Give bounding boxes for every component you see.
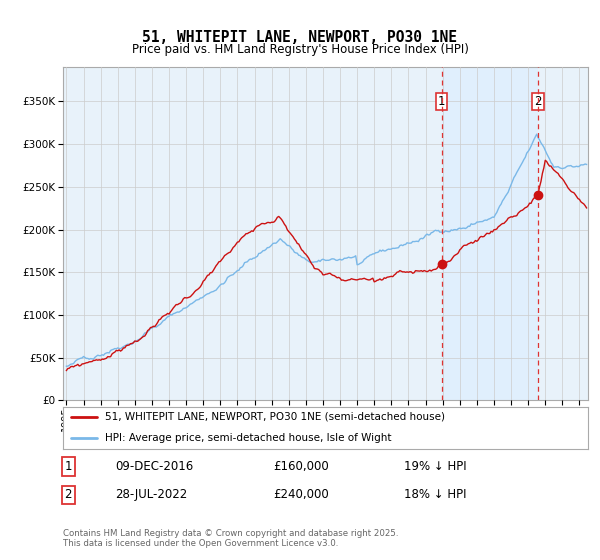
Text: £240,000: £240,000: [273, 488, 329, 501]
Text: 2: 2: [65, 488, 72, 501]
Bar: [442, 67, 538, 400]
Text: 1: 1: [65, 460, 72, 473]
Text: 18% ↓ HPI: 18% ↓ HPI: [404, 488, 467, 501]
Text: Price paid vs. HM Land Registry's House Price Index (HPI): Price paid vs. HM Land Registry's House …: [131, 43, 469, 56]
Text: 09-DEC-2016: 09-DEC-2016: [115, 460, 194, 473]
Text: 51, WHITEPIT LANE, NEWPORT, PO30 1NE (semi-detached house): 51, WHITEPIT LANE, NEWPORT, PO30 1NE (se…: [105, 412, 445, 422]
Text: 1: 1: [438, 95, 445, 108]
Text: £160,000: £160,000: [273, 460, 329, 473]
Text: HPI: Average price, semi-detached house, Isle of Wight: HPI: Average price, semi-detached house,…: [105, 433, 392, 443]
Text: 2: 2: [534, 95, 542, 108]
Text: 28-JUL-2022: 28-JUL-2022: [115, 488, 188, 501]
Text: 51, WHITEPIT LANE, NEWPORT, PO30 1NE: 51, WHITEPIT LANE, NEWPORT, PO30 1NE: [143, 30, 458, 45]
Text: 19% ↓ HPI: 19% ↓ HPI: [404, 460, 467, 473]
Text: Contains HM Land Registry data © Crown copyright and database right 2025.
This d: Contains HM Land Registry data © Crown c…: [63, 529, 398, 548]
